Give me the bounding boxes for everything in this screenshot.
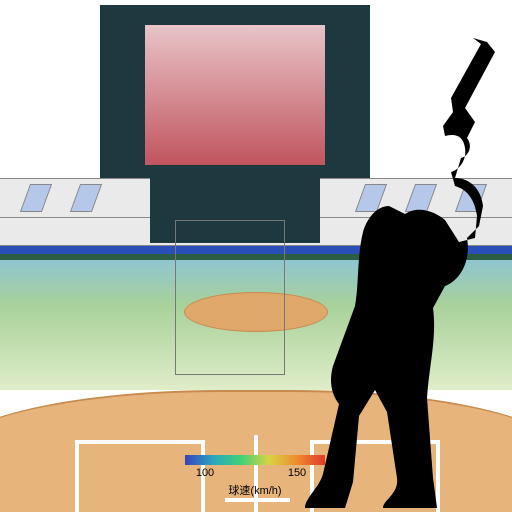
legend-ticks: 100 150 xyxy=(185,467,325,481)
batters-box-left-top xyxy=(75,440,205,444)
legend-tick-0: 100 xyxy=(196,467,214,479)
legend-tick-1: 150 xyxy=(288,467,306,479)
home-plate-top xyxy=(225,498,290,502)
scoreboard-screen xyxy=(145,25,325,165)
batters-box-left-left xyxy=(75,440,79,530)
batter-silhouette xyxy=(305,38,510,508)
legend-color-bar xyxy=(185,455,325,465)
chart-stage: 100 150 球速(km/h) xyxy=(0,0,512,512)
strike-zone xyxy=(175,220,285,375)
